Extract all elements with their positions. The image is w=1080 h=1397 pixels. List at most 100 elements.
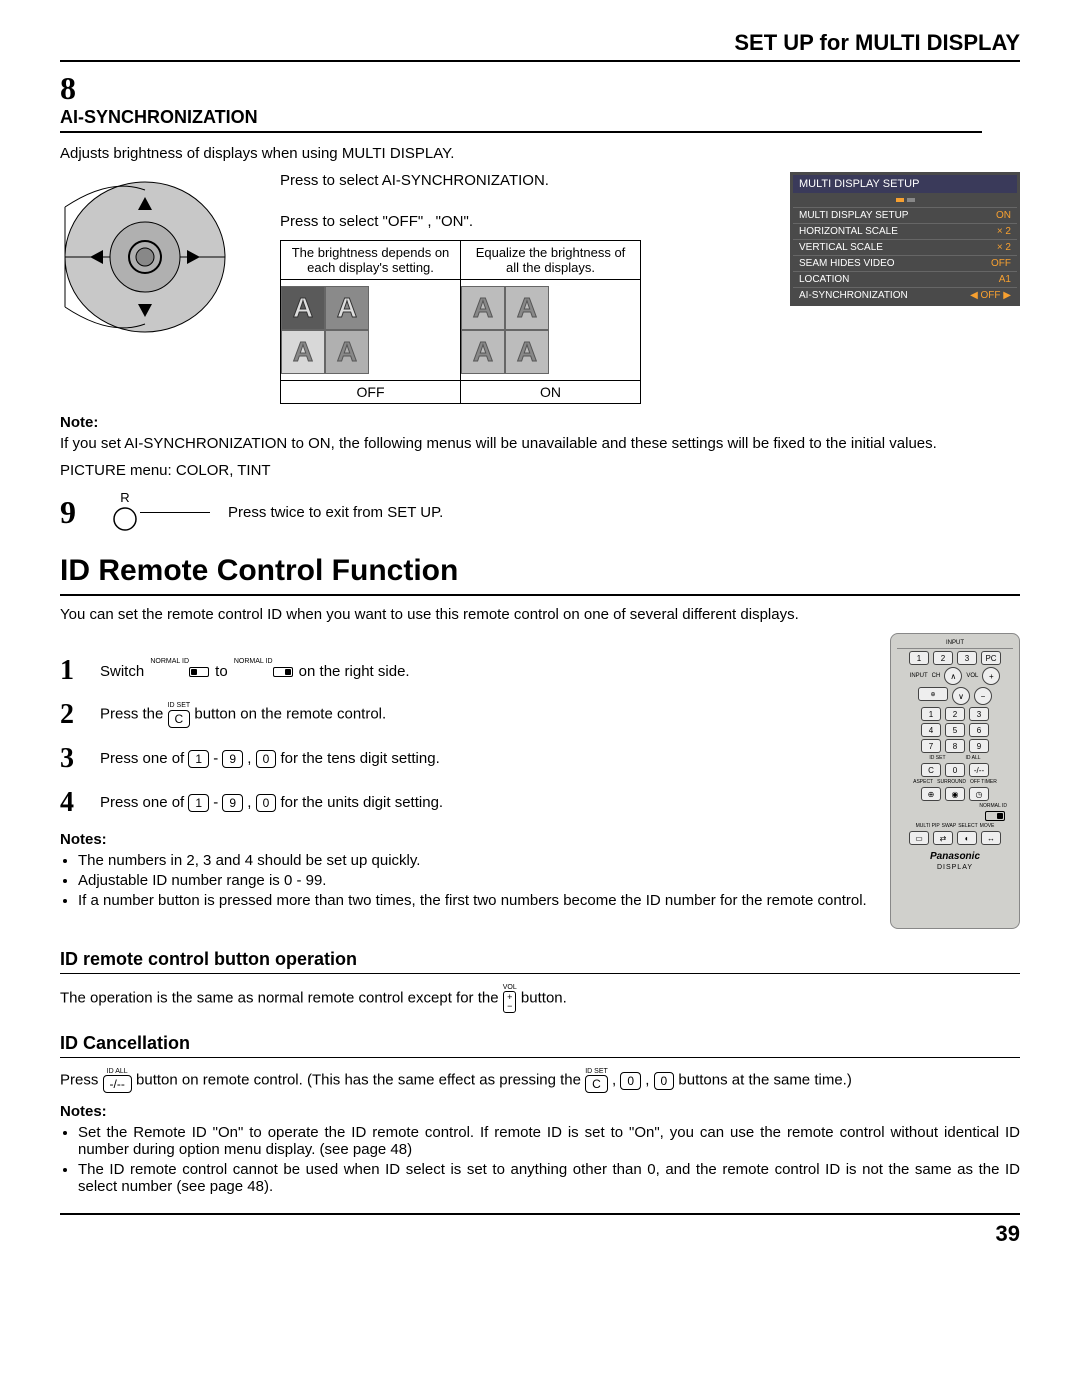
off-label: OFF: [281, 381, 461, 404]
remote-input-btn-label: INPUT: [910, 673, 928, 679]
button-op-post: button.: [521, 989, 567, 1006]
note-item: Adjustable ID number range is 0 - 99.: [78, 872, 870, 889]
cancellation-text: Press ID ALL -/-- button on remote contr…: [60, 1068, 1020, 1093]
r-label: R: [120, 490, 129, 505]
remote-vol-label: VOL: [966, 673, 978, 679]
notes-label: Notes:: [60, 831, 870, 848]
id-notes-list: The numbers in 2, 3 and 4 should be set …: [60, 852, 870, 909]
step2-post: button on the remote control.: [194, 706, 386, 723]
key-1: 1: [188, 750, 209, 768]
step-2: 2 Press the ID SET C button on the remot…: [60, 699, 870, 731]
idset-key: C: [585, 1075, 608, 1093]
step4-dash: -: [213, 794, 222, 811]
hdr-off: The brightness depends on each display's…: [281, 241, 461, 280]
osd-row: VERTICAL SCALE× 2: [793, 239, 1017, 255]
step1-post: on the right side.: [299, 663, 410, 680]
remote-num-btn: 5: [945, 723, 965, 737]
note-item: The numbers in 2, 3 and 4 should be set …: [78, 852, 870, 869]
key-9: 9: [222, 750, 243, 768]
note-text-1: If you set AI-SYNCHRONIZATION to ON, the…: [60, 435, 1020, 452]
button-op-pre: The operation is the same as normal remo…: [60, 989, 503, 1006]
vol-minus: −: [507, 1002, 512, 1011]
note-item: Set the Remote ID "On" to operate the ID…: [78, 1124, 1020, 1158]
grid-cell: A: [505, 330, 549, 374]
grid-off: AAAA: [281, 280, 461, 381]
remote-num-btn: 9: [969, 739, 989, 753]
remote-num-btn: 1: [921, 707, 941, 721]
footer-rule: [60, 1213, 1020, 1215]
button-op-text: The operation is the same as normal remo…: [60, 984, 1020, 1013]
step4-pre: Press one of: [100, 794, 188, 811]
step2-pre: Press the: [100, 706, 168, 723]
page-number: 39: [60, 1221, 1020, 1247]
key-0-b: 0: [654, 1072, 675, 1090]
step3-comma: ,: [247, 750, 255, 767]
idset-key-label: ID SET: [585, 1068, 608, 1075]
osd-row: SEAM HIDES VIDEOOFF: [793, 255, 1017, 271]
ai-sync-desc: Adjusts brightness of displays when usin…: [60, 145, 1020, 162]
remote-ch-up: ∧: [944, 667, 962, 685]
key-0: 0: [256, 750, 277, 768]
remote-btn: 0: [945, 763, 965, 777]
r-button-icon: R: [112, 489, 138, 536]
switch-icon-left: NORMAL ID: [150, 667, 209, 677]
step3-dash: -: [213, 750, 222, 767]
remote-vol-dn: −: [974, 687, 992, 705]
osd-row: AI-SYNCHRONIZATION◀ OFF ▶: [793, 287, 1017, 303]
key-c: C: [168, 710, 191, 728]
comparison-table: The brightness depends on each display's…: [280, 240, 641, 404]
remote-sub: DISPLAY: [897, 864, 1013, 871]
key-0-a: 0: [620, 1072, 641, 1090]
key-1b: 1: [188, 794, 209, 812]
grid-cell: A: [461, 286, 505, 330]
cancel-notes-list: Set the Remote ID "On" to operate the ID…: [60, 1124, 1020, 1195]
note-item: The ID remote control cannot be used whe…: [78, 1161, 1020, 1195]
grid-on: AAAA: [461, 280, 641, 381]
note-item: If a number button is pressed more than …: [78, 892, 870, 909]
remote-btn: 2: [933, 651, 953, 665]
step-4: 4 Press one of 1 - 9 , 0 for the units d…: [60, 787, 870, 819]
remote-btn: C: [921, 763, 941, 777]
osd-row: MULTI DISPLAY SETUPON: [793, 207, 1017, 223]
idall-key-label: ID ALL: [103, 1068, 132, 1075]
section-title-ai-sync: AI-SYNCHRONIZATION: [60, 107, 982, 133]
remote-ch-label: CH: [932, 673, 941, 679]
step-num-3: 3: [60, 743, 88, 775]
press-line-1: Press to select AI-SYNCHRONIZATION.: [280, 172, 770, 189]
step-num-4: 4: [60, 787, 88, 819]
note-label: Note:: [60, 414, 1020, 431]
hdr-on: Equalize the brightness of all the displ…: [461, 241, 641, 280]
step4-post: for the units digit setting.: [280, 794, 443, 811]
cancel-mid: button on remote control. (This has the …: [136, 1071, 585, 1088]
step3-pre: Press one of: [100, 750, 188, 767]
cancel-notes-label: Notes:: [60, 1103, 1020, 1120]
remote-num-btn: 2: [945, 707, 965, 721]
remote-num-btn: 7: [921, 739, 941, 753]
steps-list: 1 Switch NORMAL ID to NORMAL ID on the r…: [60, 643, 870, 919]
idall-label: ID ALL: [966, 755, 981, 761]
osd-row: LOCATIONA1: [793, 271, 1017, 287]
remote-brand: Panasonic: [897, 851, 1013, 862]
remote-btn: PC: [981, 651, 1001, 665]
remote-num-btn: 6: [969, 723, 989, 737]
idset-label: ID SET: [929, 755, 945, 761]
cancel-pre: Press: [60, 1071, 103, 1088]
grid-cell: A: [325, 330, 369, 374]
osd-row: HORIZONTAL SCALE× 2: [793, 223, 1017, 239]
page-header: SET UP for MULTI DISPLAY: [60, 30, 1020, 62]
button-op-title: ID remote control button operation: [60, 949, 1020, 974]
idall-key: -/--: [103, 1075, 132, 1093]
remote-btn: 1: [909, 651, 929, 665]
section-number-8: 8: [60, 70, 94, 107]
section-8: 8 AI-SYNCHRONIZATION Adjusts brightness …: [60, 70, 1020, 479]
step-num-2: 2: [60, 699, 88, 731]
grid-cell: A: [281, 330, 325, 374]
section-number-9: 9: [60, 494, 94, 531]
id-remote-intro: You can set the remote control ID when y…: [60, 606, 1020, 623]
step-num-1: 1: [60, 655, 88, 687]
grid-cell: A: [281, 286, 325, 330]
dial-illustration: [60, 172, 260, 346]
vol-label: VOL: [503, 984, 517, 991]
grid-cell: A: [461, 330, 505, 374]
press-line-2: Press to select "OFF" , "ON".: [280, 213, 770, 230]
